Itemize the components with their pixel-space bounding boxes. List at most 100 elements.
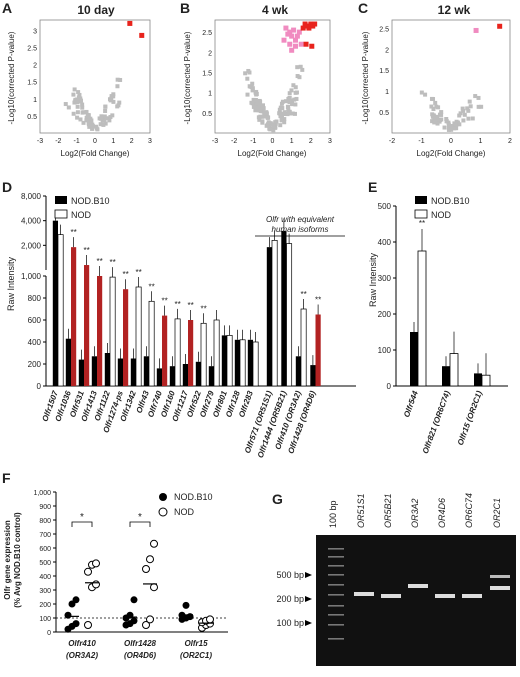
gray-point <box>86 121 91 126</box>
gray-point <box>476 95 481 100</box>
panel-e: E Raw Intensity 0 100 200 300 400 500 ** Olfr… <box>368 179 508 455</box>
gray-point <box>293 85 298 90</box>
significance-mark: ** <box>122 270 128 279</box>
legend-label: NOD <box>71 210 92 220</box>
bar-nod <box>315 314 321 386</box>
bar-nod <box>252 341 259 387</box>
gray-point <box>243 71 248 76</box>
pink-point <box>287 41 293 47</box>
panel-letter: B <box>180 0 190 16</box>
plot-frame <box>39 19 151 134</box>
gray-point <box>253 97 258 102</box>
y-axis-label: (% Avg NOD.B10 control) <box>13 512 22 608</box>
scatter-points <box>63 20 145 132</box>
gray-point <box>439 110 444 115</box>
gray-point <box>115 77 120 82</box>
bars: ** ** ** ** ** ** ** ** ** ** ** ** ** <box>52 210 321 387</box>
significance-mark: ** <box>148 282 154 291</box>
red-point <box>312 21 318 27</box>
lane-label-ladder: 100 bp <box>328 500 338 528</box>
significance-bracket <box>129 521 151 527</box>
gray-point <box>271 123 276 128</box>
gray-point <box>462 112 467 117</box>
gray-point <box>84 109 89 114</box>
gray-point <box>75 100 80 105</box>
gray-point <box>86 118 91 123</box>
gray-point <box>245 76 250 81</box>
y-tick-label: 200 <box>39 602 51 609</box>
gray-point <box>279 114 284 119</box>
sample-band <box>408 584 428 588</box>
x-tick-label: -1 <box>250 138 256 145</box>
gray-point <box>431 106 436 111</box>
y-tick-label: 0 <box>37 382 42 391</box>
bar-nod <box>71 247 77 386</box>
x-tick-label: 3 <box>148 138 152 145</box>
point-nodb10 <box>72 596 80 604</box>
gray-point <box>256 108 261 113</box>
gray-point <box>66 105 71 110</box>
x-tick-labels: -3 -2 -1 0 1 2 3 <box>212 138 332 145</box>
bar-nodb10 <box>442 366 450 386</box>
bar-nod <box>97 276 103 386</box>
gray-point <box>103 104 108 109</box>
significance-mark: ** <box>200 304 206 313</box>
bar-nodb10 <box>143 356 149 386</box>
gray-point <box>264 111 269 116</box>
gray-point <box>293 102 298 107</box>
gray-point <box>279 101 284 106</box>
x-tick-label: 0 <box>93 138 97 145</box>
gray-point <box>435 121 440 126</box>
bar-nodb10 <box>247 339 253 386</box>
gray-point <box>292 97 297 102</box>
gray-point <box>285 112 290 117</box>
y-tick-label: 100 <box>378 346 392 355</box>
y-tick-label: 400 <box>28 338 42 347</box>
bar-nod <box>109 276 116 387</box>
gray-point <box>254 101 259 106</box>
gray-point <box>269 122 274 127</box>
gray-point <box>286 96 291 101</box>
y-tick-label: 600 <box>39 546 51 553</box>
category-label: Olfr15 (OR2C1) <box>456 389 484 446</box>
y-axis-label: -Log10(corrected P-value) <box>183 31 192 124</box>
gray-point <box>473 94 478 99</box>
scatter-points: * * <box>64 512 214 633</box>
gray-point <box>103 108 108 113</box>
x-tick-label: 2 <box>130 138 134 145</box>
significance-mark: ** <box>174 300 180 309</box>
gray-point <box>81 120 86 125</box>
pink-point <box>293 43 298 49</box>
panel-letter: E <box>368 179 377 195</box>
sample-band <box>490 586 510 590</box>
pink-point <box>294 33 300 39</box>
gray-point <box>108 115 113 120</box>
point-nod <box>206 615 214 624</box>
panel-letter: F <box>2 470 11 486</box>
lane-label: OR5B21 <box>383 493 393 528</box>
gray-point <box>73 97 78 102</box>
gray-point <box>103 121 108 126</box>
gray-point <box>111 94 116 99</box>
lane-label: OR6C74 <box>464 493 474 528</box>
gray-point <box>258 109 263 114</box>
category-label: Olfr544 <box>402 389 420 419</box>
gray-point <box>278 123 283 128</box>
y-tick-labels: 0.5 1 1.5 2 2.5 <box>379 26 389 117</box>
legend-swatch-nod <box>54 209 68 219</box>
bar-nod <box>200 322 207 387</box>
bar-nodb10 <box>169 366 175 386</box>
gray-point <box>452 121 457 126</box>
y-tick-label: 1.5 <box>379 68 389 75</box>
gray-point <box>105 116 110 121</box>
gray-point <box>287 91 292 96</box>
ladder-band <box>328 594 344 596</box>
legend-marker-nod <box>158 507 168 517</box>
gray-point <box>479 104 484 109</box>
ladder-band <box>328 624 344 626</box>
gray-point <box>430 114 435 119</box>
y-axis-label: -Log10(corrected P-value) <box>361 31 370 124</box>
gray-point <box>251 97 256 102</box>
x-tick-labels: -2 -1 0 1 2 <box>389 138 512 145</box>
